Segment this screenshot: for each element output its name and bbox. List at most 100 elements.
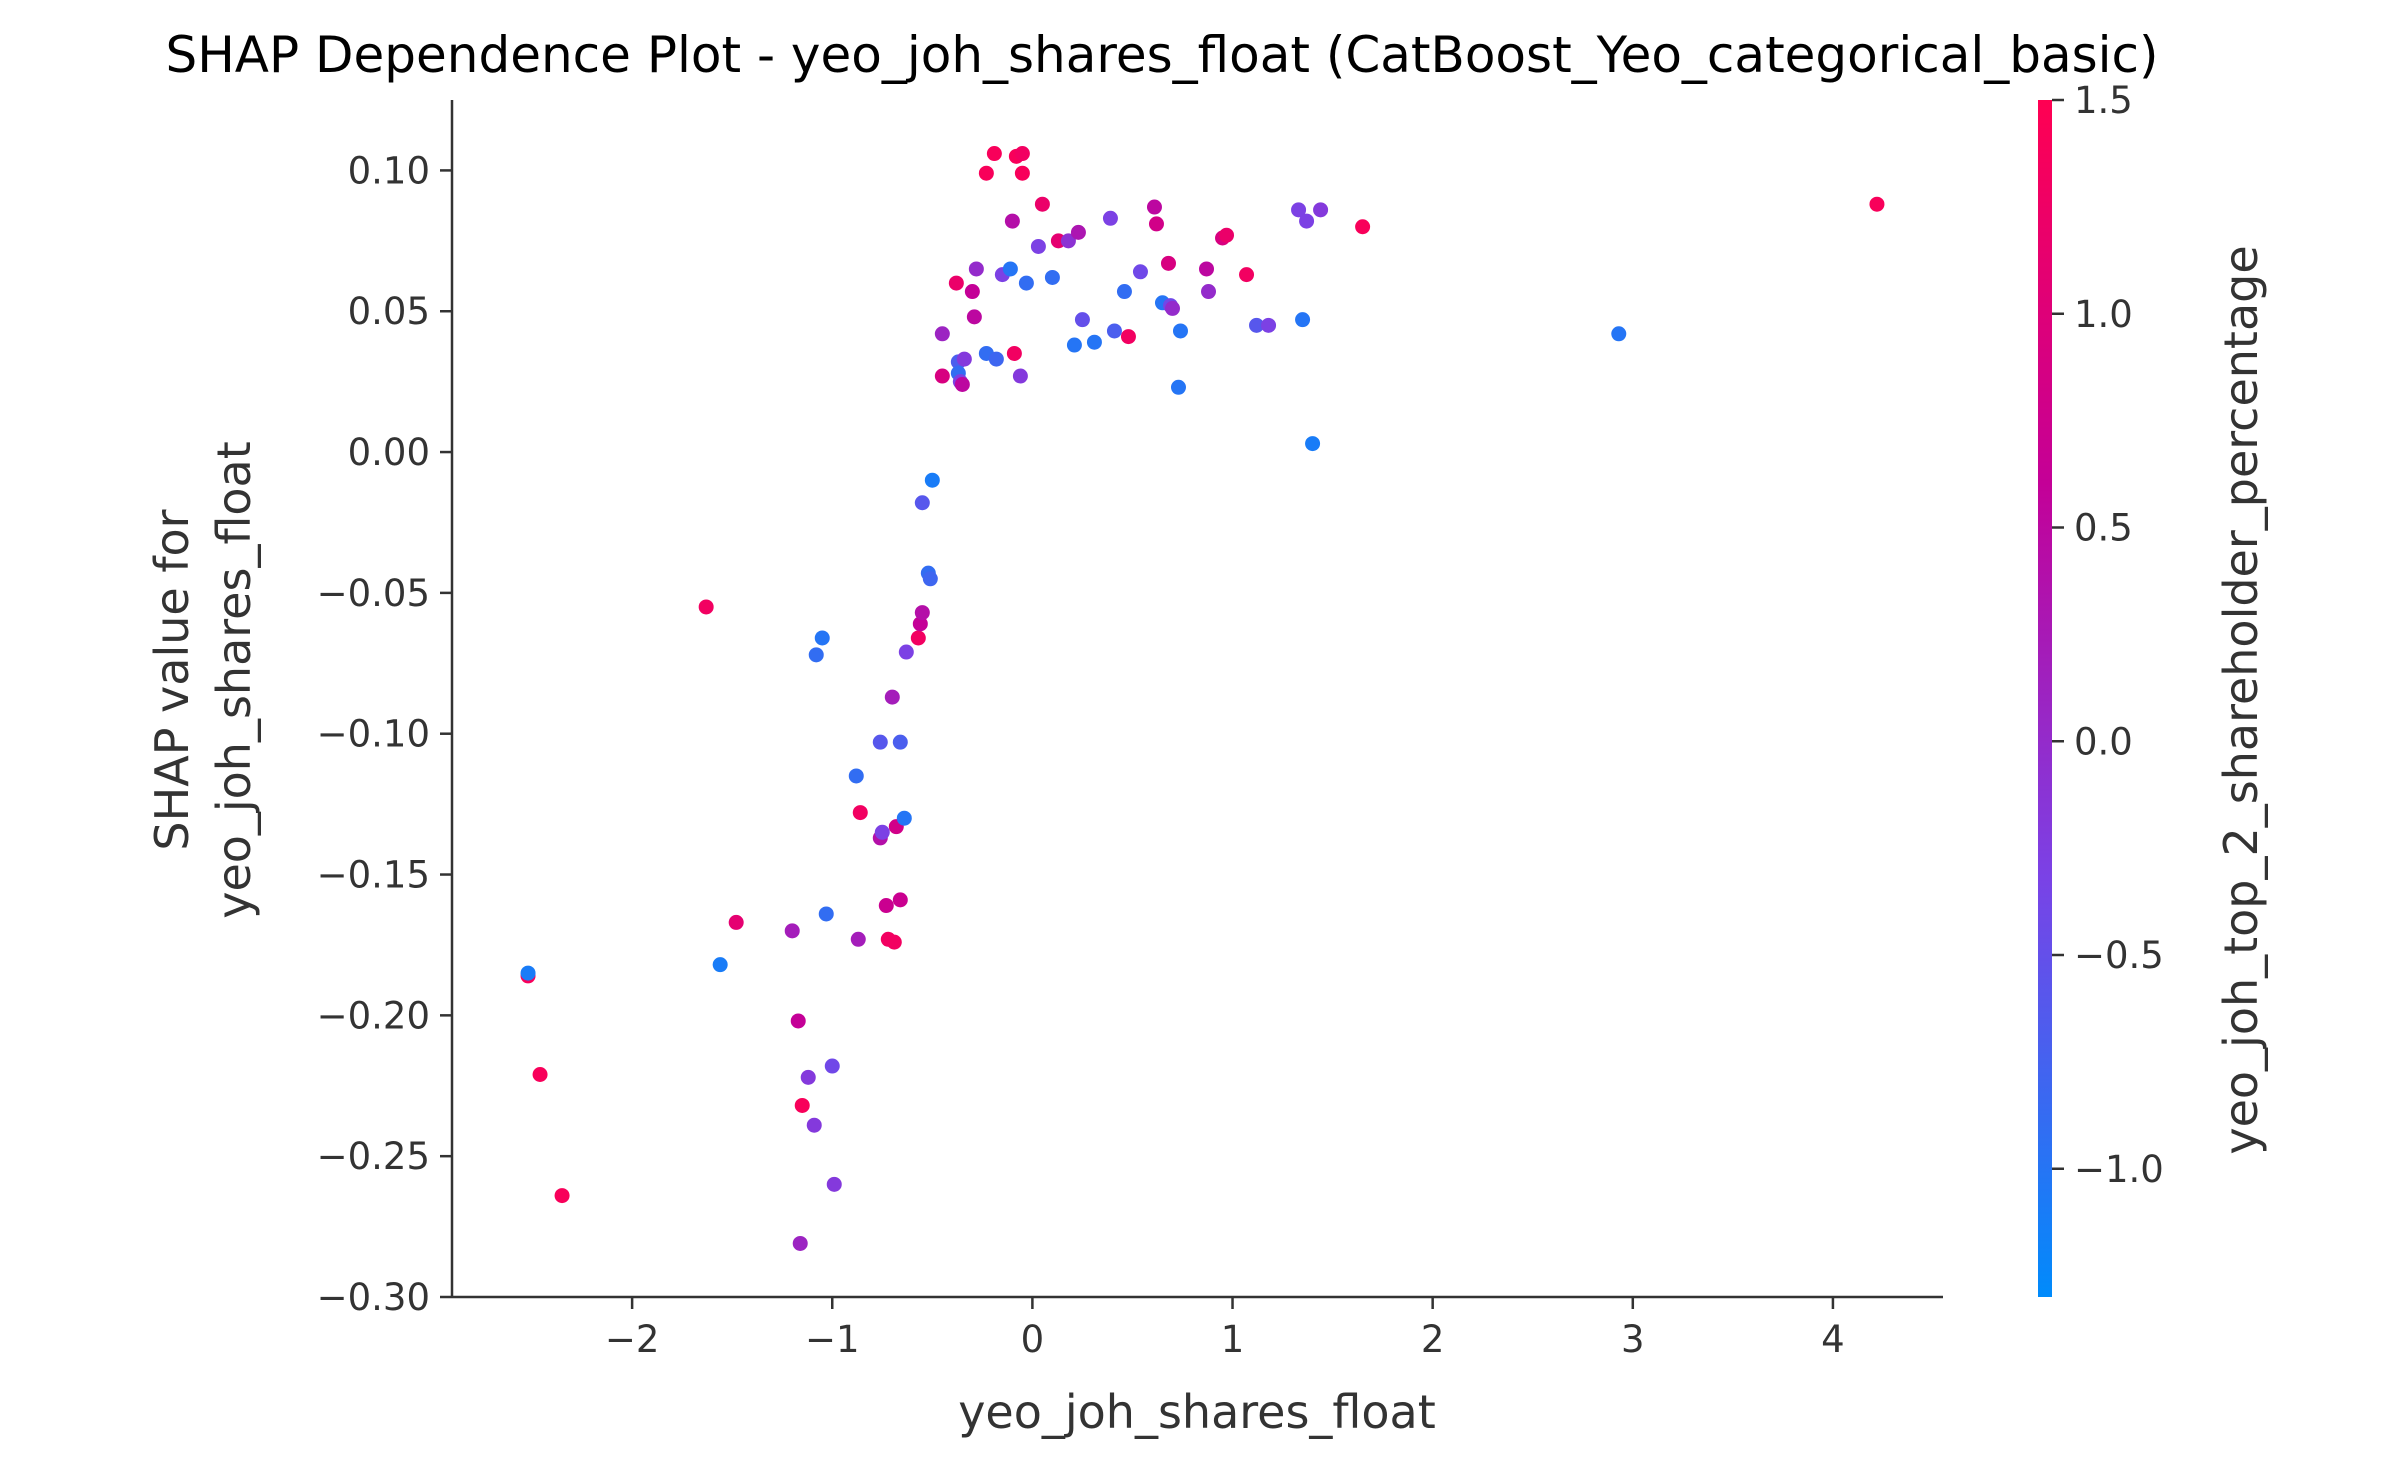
- scatter-point: [1305, 436, 1321, 452]
- scatter-point: [712, 957, 728, 973]
- scatter-point: [1219, 227, 1235, 243]
- scatter-point: [1102, 210, 1118, 226]
- y-axis-label: SHAP value for yeo_joh_shares_float: [145, 441, 261, 919]
- scatter-point: [934, 326, 950, 342]
- scatter-point: [806, 1117, 822, 1133]
- scatter-point: [1018, 275, 1034, 291]
- scatter-point: [1132, 264, 1148, 280]
- scatter-point: [1006, 345, 1022, 361]
- y-ticks: 0.10 0.05 0.00 −0.05 −0.10 −0.15 −0.20 −0.25 −0.…: [317, 149, 452, 1319]
- x-tick-label: 1: [1221, 1318, 1245, 1361]
- scatter-point: [1030, 238, 1046, 254]
- scatter-point: [892, 734, 908, 750]
- scatter-point: [964, 284, 980, 300]
- scatter-point: [896, 810, 912, 826]
- scatter-point: [968, 261, 984, 277]
- scatter-point: [826, 1176, 842, 1192]
- scatter-point: [1261, 317, 1277, 333]
- scatter-point: [1249, 317, 1265, 333]
- scatter-point: [698, 599, 714, 615]
- scatter-point: [1239, 267, 1255, 283]
- scatter-point: [892, 892, 908, 908]
- scatter-point: [1034, 196, 1050, 212]
- scatter-point: [792, 1235, 808, 1251]
- scatter-point: [1012, 368, 1028, 384]
- scatter-point: [794, 1097, 810, 1113]
- scatter-point: [1086, 334, 1102, 350]
- scatter-point: [872, 734, 888, 750]
- colorbar-tick-label: 0.0: [2074, 720, 2133, 763]
- colorbar-tick-label: 0.5: [2074, 507, 2133, 550]
- scatter-point: [1172, 323, 1188, 339]
- scatter-point: [1170, 379, 1186, 395]
- y-tick-label: −0.20: [317, 994, 430, 1037]
- scatter-point: [874, 824, 890, 840]
- scatter-point: [988, 351, 1004, 367]
- y-axis-label-line-2: yeo_joh_shares_float: [207, 441, 261, 919]
- scatter-point: [886, 934, 902, 950]
- scatter-point: [790, 1013, 806, 1029]
- scatter-point: [1066, 337, 1082, 353]
- scatter-points: [520, 146, 1885, 1251]
- scatter-point: [1002, 261, 1018, 277]
- scatter-point: [934, 368, 950, 384]
- x-axis-label: yeo_joh_shares_float: [958, 1385, 1436, 1439]
- scatter-point: [978, 165, 994, 181]
- scatter-point: [912, 616, 928, 632]
- plot-area: −2 −1 0 1 2 3 4 0.10 0.05 0.00 −0.05 −0.10 −0.15 −0.…: [317, 100, 1943, 1361]
- chart-title: SHAP Dependence Plot - yeo_joh_shares_fl…: [165, 26, 2158, 84]
- scatter-point: [850, 931, 866, 947]
- scatter-point: [1014, 146, 1030, 162]
- scatter-point: [924, 472, 940, 488]
- scatter-point: [910, 630, 926, 646]
- scatter-point: [948, 275, 964, 291]
- y-tick-label: 0.10: [348, 149, 430, 192]
- scatter-point: [824, 1058, 840, 1074]
- scatter-point: [956, 351, 972, 367]
- scatter-point: [1004, 213, 1020, 229]
- y-tick-label: −0.05: [317, 572, 430, 615]
- scatter-point: [954, 376, 970, 392]
- scatter-point: [1299, 213, 1315, 229]
- scatter-point: [1201, 284, 1217, 300]
- scatter-point: [1044, 269, 1060, 285]
- scatter-point: [1060, 233, 1076, 249]
- scatter-point: [1611, 326, 1627, 342]
- scatter-point: [852, 805, 868, 821]
- scatter-point: [1106, 323, 1122, 339]
- scatter-point: [814, 630, 830, 646]
- colorbar-label: yeo_joh_top_2_shareholder_percentage: [2214, 245, 2268, 1154]
- colorbar-gradient: [2038, 100, 2052, 1297]
- scatter-point: [922, 571, 938, 587]
- scatter-point: [554, 1188, 570, 1204]
- scatter-point: [728, 914, 744, 930]
- y-tick-label: 0.05: [348, 290, 430, 333]
- scatter-point: [1014, 165, 1030, 181]
- scatter-point: [1146, 199, 1162, 215]
- x-tick-label: 4: [1821, 1318, 1845, 1361]
- scatter-point: [914, 495, 930, 511]
- x-tick-label: −2: [605, 1318, 660, 1361]
- colorbar-tick-label: 1.5: [2074, 79, 2133, 122]
- scatter-point: [1148, 216, 1164, 232]
- colorbar-tick-label: −0.5: [2074, 934, 2164, 977]
- scatter-point: [1313, 202, 1329, 218]
- colorbar-ticks: 1.5 1.0 0.5 0.0 −0.5 −1.0: [2052, 79, 2164, 1191]
- x-tick-label: 3: [1621, 1318, 1645, 1361]
- scatter-point: [808, 647, 824, 663]
- scatter-point: [884, 689, 900, 705]
- y-tick-label: 0.00: [348, 431, 430, 474]
- colorbar-tick-label: 1.0: [2074, 293, 2133, 336]
- scatter-point: [848, 768, 864, 784]
- scatter-point: [1869, 196, 1885, 212]
- x-tick-label: 2: [1421, 1318, 1445, 1361]
- scatter-point: [986, 146, 1002, 162]
- scatter-point: [784, 923, 800, 939]
- scatter-point: [1291, 202, 1307, 218]
- scatter-point: [520, 965, 536, 981]
- scatter-point: [878, 898, 894, 914]
- scatter-point: [1160, 255, 1176, 271]
- colorbar-tick-label: −1.0: [2074, 1148, 2164, 1191]
